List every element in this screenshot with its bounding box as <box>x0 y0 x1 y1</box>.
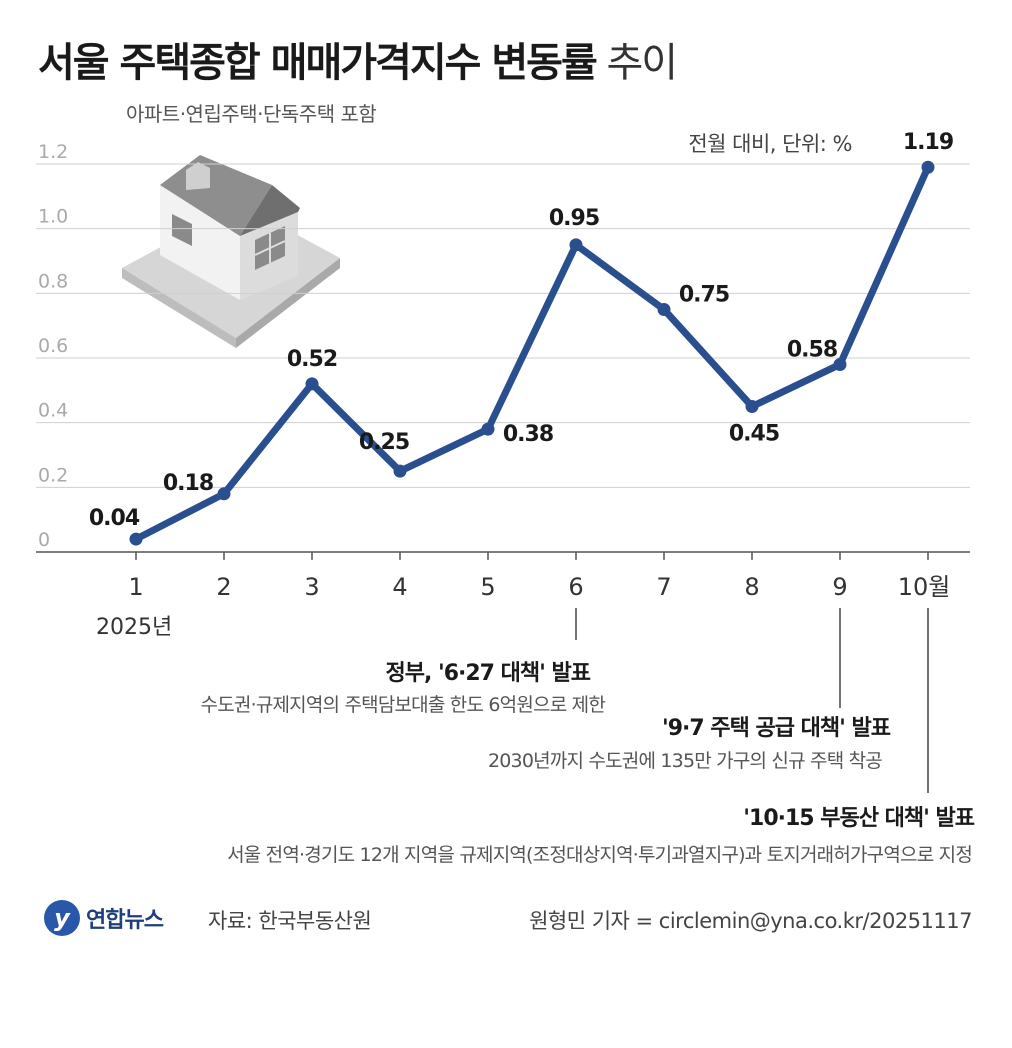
series-line <box>132 163 932 543</box>
data-point <box>833 357 847 371</box>
annotation-title: '9·7 주택 공급 대책' 발표 <box>661 716 891 741</box>
x-tick-label: 3 <box>304 573 319 601</box>
annotation-desc: 서울 전역·경기도 12개 지역을 규제지역(조정대상지역·투기과열지구)과 토… <box>227 844 973 866</box>
data-point <box>481 422 495 436</box>
yonhap-logo: y 연합뉴스 <box>44 900 164 936</box>
x-tick-label: 9 <box>832 573 847 601</box>
y-tick-label: 0.8 <box>38 270 68 292</box>
data-point <box>129 532 143 546</box>
data-point <box>569 238 583 252</box>
annotation-title: '10·15 부동산 대책' 발표 <box>743 806 975 831</box>
data-point <box>657 303 671 316</box>
data-point <box>305 377 319 391</box>
data-label: 0.95 <box>549 206 599 231</box>
x-tick-label: 6 <box>568 573 583 601</box>
data-label: 0.58 <box>787 337 837 362</box>
y-tick-label: 1.2 <box>38 141 68 163</box>
subtitle: 아파트·연립주택·단독주택 포함 <box>126 102 377 126</box>
data-label: 1.19 <box>903 130 953 155</box>
data-label: 0.25 <box>359 430 409 455</box>
annotation-title: 정부, '6·27 대책' 발표 <box>385 661 591 686</box>
x-tick-label: 5 <box>480 573 495 601</box>
logo-text: 연합뉴스 <box>86 908 164 933</box>
y-tick-label: 0.4 <box>38 400 68 422</box>
annotation-desc: 2030년까지 수도권에 135만 가구의 신규 주택 착공 <box>487 750 883 772</box>
y-tick-label: 0 <box>38 529 50 551</box>
y-tick-label: 0.6 <box>38 335 68 357</box>
page-title: 서울 주택종합 매매가격지수 변동률 추이 <box>38 30 679 88</box>
data-point <box>745 400 759 413</box>
title-suffix: 추이 <box>606 40 679 86</box>
house-icon <box>122 155 340 348</box>
x-tick-label: 1 <box>128 573 143 601</box>
x-tick-label: 7 <box>656 573 671 601</box>
x-tick-label: 8 <box>744 573 759 601</box>
data-point <box>217 487 231 501</box>
data-label: 0.75 <box>679 283 729 308</box>
data-label: 0.45 <box>729 422 779 447</box>
title-main: 서울 주택종합 매매가격지수 변동률 <box>38 40 598 86</box>
data-point <box>921 160 935 174</box>
data-label: 0.04 <box>89 506 140 531</box>
x-tick-label: 2 <box>216 573 231 601</box>
data-label: 0.18 <box>163 471 213 496</box>
x-tick-label: 10월 <box>898 573 951 601</box>
logo-mark: y <box>44 900 80 936</box>
data-label: 0.38 <box>503 422 553 447</box>
year-label: 2025년 <box>96 615 172 640</box>
source-label: 자료: 한국부동산원 <box>208 909 372 933</box>
data-point <box>393 464 407 478</box>
y-tick-label: 1.0 <box>38 206 68 228</box>
data-label: 0.52 <box>287 347 337 372</box>
credit-label: 원형민 기자 = circlemin@yna.co.kr/20251117 <box>529 909 972 933</box>
annotation-desc: 수도권·규제지역의 주택담보대출 한도 6억원으로 제한 <box>200 694 606 716</box>
x-tick-label: 4 <box>392 573 407 601</box>
y-tick-label: 0.2 <box>38 464 68 486</box>
unit-label: 전월 대비, 단위: % <box>688 132 852 156</box>
